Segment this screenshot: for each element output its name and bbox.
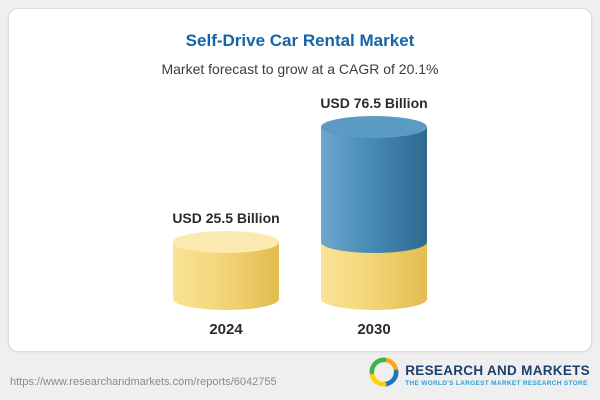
bar-value-label-2024: USD 25.5 Billion	[172, 210, 280, 226]
logo-text-block: RESEARCH AND MARKETS THE WORLD'S LARGEST…	[405, 363, 590, 387]
chart-title: Self-Drive Car Rental Market	[185, 31, 415, 50]
research-and-markets-logo: RESEARCH AND MARKETS THE WORLD'S LARGEST…	[369, 357, 590, 392]
bar-group-2024: USD 25.5 Billion	[151, 209, 301, 310]
cylinder-2030-junction-ellipse	[321, 231, 427, 253]
cylinder-2030-top-ellipse	[321, 116, 427, 138]
x-axis-label-2030: 2030	[357, 321, 391, 338]
report-url: https://www.researchandmarkets.com/repor…	[10, 376, 277, 388]
logo-tagline: THE WORLD'S LARGEST MARKET RESEARCH STOR…	[405, 379, 588, 387]
chart-card: Self-Drive Car Rental Market Market fore…	[8, 8, 592, 352]
cylinder-2030	[321, 116, 427, 310]
logo-title: RESEARCH AND MARKETS	[405, 362, 590, 378]
research-and-markets-logo-icon	[369, 357, 399, 392]
bar-value-label-2030: USD 76.5 Billion	[320, 95, 428, 111]
chart-subtitle: Market forecast to grow at a CAGR of 20.…	[161, 61, 439, 77]
cylinder-2024	[173, 231, 279, 310]
cylinder-2030-bottom-ellipse	[321, 288, 427, 310]
footer: https://www.researchandmarkets.com/repor…	[10, 357, 590, 392]
bar-group-2030: USD 76.5 Billion	[299, 94, 449, 310]
cylinder-2024-bottom-ellipse	[173, 288, 279, 310]
cylinder-2024-top-ellipse	[173, 231, 279, 253]
cylinder-2030-growth-segment	[321, 127, 427, 242]
x-axis-label-2024: 2024	[209, 321, 243, 338]
